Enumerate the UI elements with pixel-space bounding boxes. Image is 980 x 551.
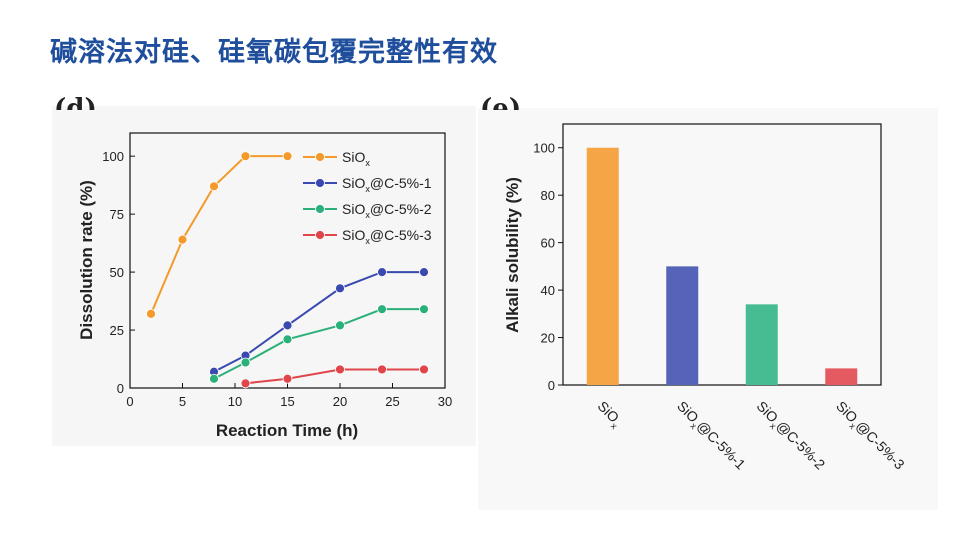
line-chart-data-point: [240, 357, 251, 368]
line-chart-x-tick-label: 15: [280, 394, 294, 409]
line-chart-data-point: [240, 378, 251, 389]
line-chart-y-axis-label: Dissolution rate (%): [77, 180, 96, 340]
line-chart-x-tick-label: 30: [438, 394, 452, 409]
line-chart-data-point: [146, 308, 156, 319]
panel-label-e: (e): [480, 94, 522, 110]
right-panel-background: [478, 108, 938, 510]
bar-chart-y-tick-label: 20: [541, 331, 555, 346]
bar-chart-bars: [586, 147, 858, 385]
line-chart-y-ticks: 0 25 50 75 100: [102, 149, 135, 396]
line-chart-y-tick-label: 50: [110, 265, 124, 280]
line-chart-data-point: [377, 304, 387, 315]
bar-chart-category-label: SiOx@C-5%-3: [831, 398, 908, 475]
bar: [586, 147, 619, 385]
line-chart-data-point: [419, 364, 429, 375]
legend-entry-label: SiOx@C-5%-3: [342, 227, 432, 246]
legend-entry-label: SiOx@C-5%-1: [342, 175, 432, 194]
line-chart-x-tick-label: 25: [385, 394, 399, 409]
legend-swatch-marker: [315, 178, 325, 188]
bar: [745, 304, 778, 385]
line-chart-data-point: [209, 181, 219, 192]
line-chart-data-point: [377, 267, 387, 277]
line-chart-x-tick-label: 5: [179, 394, 186, 409]
bar-chart-y-axis-label: Alkali solubility (%): [503, 177, 522, 333]
line-chart-series-line: [213, 308, 424, 380]
bar-chart-category-label: SiOx@C-5%-2: [751, 398, 828, 475]
line-chart-data-point: [335, 320, 345, 331]
line-chart-data-point: [335, 283, 345, 294]
line-chart-y-tick-label: 25: [110, 323, 124, 338]
legend-swatch-marker: [315, 204, 325, 214]
legend-entry-label: SiOx: [342, 149, 370, 168]
bar: [825, 368, 858, 385]
slide-title: 碱溶法对硅、硅氧碳包覆完整性有效: [50, 37, 498, 68]
bar-chart-plot-frame: [562, 123, 882, 386]
line-chart-data-point: [282, 334, 293, 345]
line-chart-data-point: [177, 234, 188, 245]
line-chart-y-tick-label: 100: [102, 149, 124, 164]
legend-swatch-marker: [315, 230, 325, 240]
line-chart-x-ticks: 0 5 10 15 20 25 30: [126, 383, 452, 409]
line-chart-data-point: [209, 373, 219, 384]
panel-label-d: (d): [54, 94, 97, 110]
legend-entry-label: SiOx@C-5%-2: [342, 201, 432, 220]
bar-chart-category-label: SiOx: [592, 398, 626, 432]
line-chart-legend: SiOx SiOx@C-5%-1 SiOx@C-5%-2 SiOx@C-5%-3: [303, 149, 432, 246]
line-chart-data-point: [335, 364, 345, 375]
line-chart-x-tick-label: 0: [126, 394, 133, 409]
legend-swatch-marker: [315, 152, 325, 162]
bar-chart-y-tick-label: 40: [541, 283, 555, 298]
bar-chart-y-ticks: 0 20 40 60 80 100: [533, 141, 563, 393]
line-chart-data-point: [419, 267, 429, 277]
bar-chart-y-tick-label: 0: [548, 378, 555, 393]
line-chart-data-point: [419, 304, 429, 315]
line-chart-y-tick-label: 75: [110, 207, 124, 222]
bar-chart-y-tick-label: 80: [541, 188, 555, 203]
bar-chart-category-label: SiOx@C-5%-1: [672, 398, 749, 475]
line-chart-data-point: [282, 151, 293, 162]
line-chart-x-tick-label: 20: [333, 394, 347, 409]
line-chart-data-point: [240, 151, 251, 162]
left-panel-background: [52, 106, 476, 446]
line-chart-y-tick-label: 0: [117, 381, 124, 396]
line-chart-x-axis-label: Reaction Time (h): [216, 421, 358, 440]
line-chart-series-line: [213, 271, 424, 373]
line-chart-data-point: [282, 320, 293, 331]
line-chart-data-point: [282, 373, 293, 384]
line-chart-x-tick-label: 10: [228, 394, 242, 409]
bar: [666, 266, 699, 385]
bar-chart-y-tick-label: 100: [533, 141, 555, 156]
line-chart-data-point: [377, 364, 387, 375]
line-chart-series: [146, 151, 429, 389]
bar-chart-y-tick-label: 60: [541, 236, 555, 251]
